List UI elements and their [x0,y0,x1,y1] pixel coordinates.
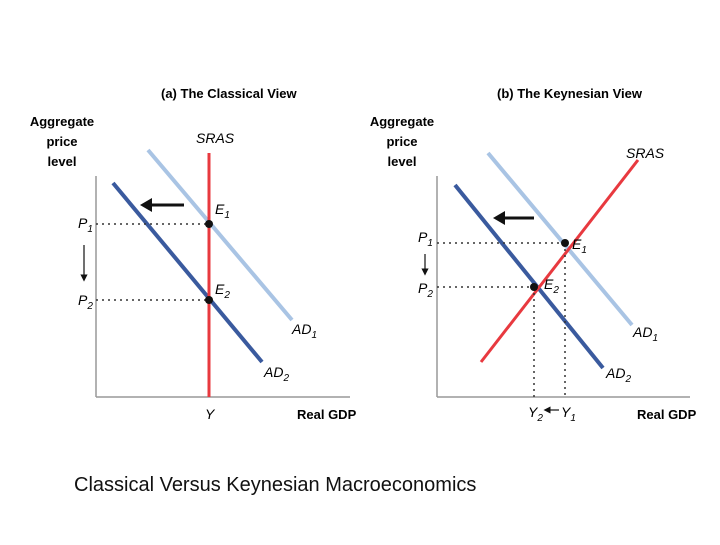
e1-sub: 1 [224,210,230,221]
panel-title: (a) The Classical View [161,86,297,101]
ad1-label: AD [632,324,652,340]
e2-point [205,296,213,304]
svg-text:P1: P1 [78,215,93,235]
shift-arrow-head [493,211,505,225]
e2-sub: 2 [552,285,559,296]
ad2-curve [453,183,605,370]
p2-sub: 2 [426,289,433,300]
p1-label: P [78,215,88,231]
svg-text:AD2: AD2 [605,365,631,385]
panel-title: (b) The Keynesian View [497,86,643,101]
sras-label: SRAS [196,130,235,146]
p1-label: P [418,229,428,245]
ad1-sub: 1 [652,333,658,344]
y-axis-label-line2: price [386,134,417,149]
p1-sub: 1 [427,238,433,249]
svg-text:E1: E1 [572,236,587,256]
e1-label: E [215,201,225,217]
ad2-label: AD [263,364,283,380]
y-axis-label-line3: level [388,154,417,169]
shift-arrow-head [140,198,152,212]
svg-text:P1: P1 [418,229,433,249]
p1-sub: 1 [87,224,93,235]
e1-point [561,239,569,247]
y-axis-label-line1: Aggregate [370,114,434,129]
ad2-label: AD [605,365,625,381]
svg-text:AD2: AD2 [263,364,289,384]
ad1-curve [146,148,294,322]
y1-sub: 1 [570,413,576,424]
panel-keynesian: (b) The Keynesian View Aggregate price l… [370,86,697,424]
svg-text:P2: P2 [418,280,433,300]
e2-sub: 2 [223,290,230,301]
svg-text:E2: E2 [215,281,230,301]
p2-sub: 2 [86,301,93,312]
sras-curve [479,159,640,363]
y1-label: Y [561,404,572,420]
ad2-sub: 2 [282,373,289,384]
ad1-label: AD [291,321,311,337]
y-axis-label-line2: price [46,134,77,149]
svg-text:E1: E1 [215,201,230,221]
ad1-curve [486,151,634,327]
ad2-curve [111,181,264,364]
svg-text:E2: E2 [544,276,559,296]
e2-label: E [544,276,554,292]
svg-text:AD1: AD1 [291,321,317,341]
slide-caption: Classical Versus Keynesian Macroeconomic… [74,474,477,496]
y-axis-label-line3: level [48,154,77,169]
ad1-sub: 1 [311,330,317,341]
e1-label: E [572,236,582,252]
p2-label: P [418,280,428,296]
e1-point [205,220,213,228]
e1-sub: 1 [581,245,587,256]
e2-label: E [215,281,225,297]
e2-point [530,283,538,291]
svg-text:AD1: AD1 [632,324,658,344]
y-label: Y [205,406,216,422]
x-axis-label: Real GDP [297,407,357,422]
y-axis-label-line1: Aggregate [30,114,94,129]
x-axis-label: Real GDP [637,407,697,422]
svg-text:Y1: Y1 [561,404,576,424]
p2-label: P [78,292,88,308]
y2-label: Y [528,404,539,420]
ad2-sub: 2 [624,374,631,385]
panel-classical: (a) The Classical View Aggregate price l… [30,86,357,422]
y2-sub: 2 [536,413,543,424]
sras-label: SRAS [626,145,665,161]
svg-text:P2: P2 [78,292,93,312]
svg-text:Y2: Y2 [528,404,543,424]
